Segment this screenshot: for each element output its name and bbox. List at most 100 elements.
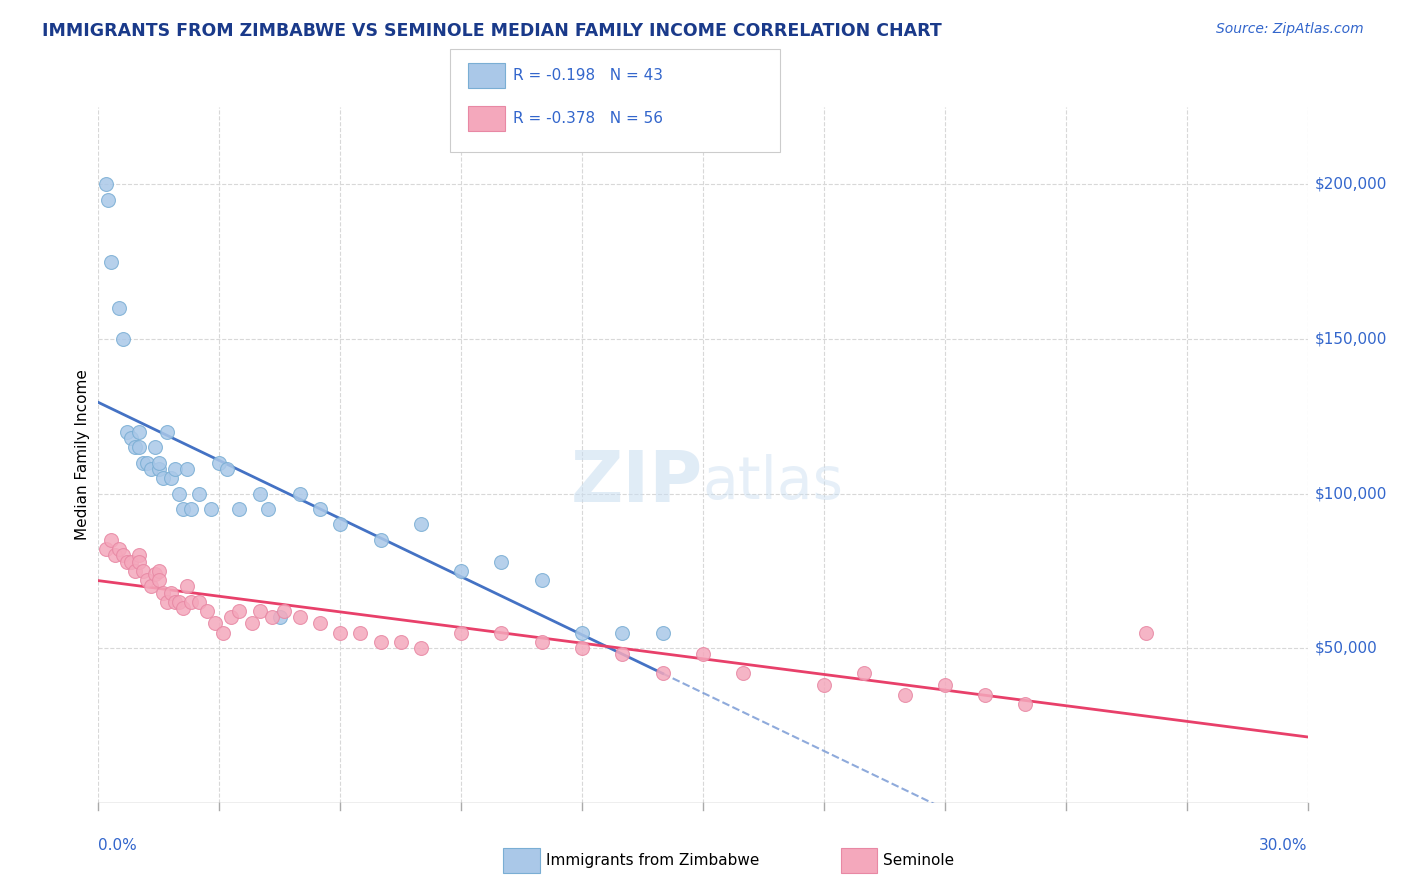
Point [309, 502, 332, 516]
Y-axis label: Median Family Income: Median Family Income [75, 369, 90, 541]
Point [188, 595, 211, 609]
Point [221, 610, 243, 624]
Point [309, 616, 332, 631]
Point [115, 425, 138, 439]
Point [160, 471, 183, 485]
Point [349, 625, 371, 640]
Point [128, 549, 150, 563]
Point [139, 462, 162, 476]
Point [111, 332, 134, 346]
Point [260, 610, 283, 624]
Point [100, 254, 122, 268]
Point [212, 625, 235, 640]
Point [128, 555, 150, 569]
Text: 30.0%: 30.0% [1260, 838, 1308, 854]
Text: R = -0.198   N = 43: R = -0.198 N = 43 [513, 69, 664, 83]
Text: $200,000: $200,000 [1315, 177, 1386, 192]
Point [156, 425, 179, 439]
Point [450, 564, 472, 578]
Point [733, 665, 755, 680]
Point [124, 564, 146, 578]
Point [180, 595, 202, 609]
Point [139, 579, 162, 593]
Point [240, 616, 263, 631]
Point [256, 502, 278, 516]
Point [143, 566, 166, 581]
Point [167, 595, 190, 609]
Point [204, 616, 226, 631]
Point [132, 564, 155, 578]
Point [96, 178, 118, 192]
Point [208, 456, 231, 470]
Point [612, 625, 634, 640]
Point [135, 573, 157, 587]
Point [491, 625, 513, 640]
Point [111, 549, 134, 563]
Point [172, 601, 194, 615]
Point [974, 688, 997, 702]
Point [97, 193, 120, 207]
Point [180, 502, 202, 516]
Point [124, 440, 146, 454]
Point [128, 440, 150, 454]
Point [288, 486, 311, 500]
Point [530, 635, 553, 649]
Point [389, 635, 412, 649]
Point [148, 573, 170, 587]
Text: Source: ZipAtlas.com: Source: ZipAtlas.com [1216, 22, 1364, 37]
Point [163, 595, 186, 609]
Point [329, 625, 352, 640]
Point [152, 471, 174, 485]
Point [651, 625, 673, 640]
Point [167, 486, 190, 500]
Text: 0.0%: 0.0% [98, 838, 138, 854]
Point [160, 585, 183, 599]
Point [409, 517, 432, 532]
Point [692, 648, 714, 662]
Point [934, 678, 956, 692]
Point [228, 604, 250, 618]
Point [273, 604, 295, 618]
Point [228, 502, 250, 516]
Point [143, 440, 166, 454]
Point [148, 564, 170, 578]
Point [172, 502, 194, 516]
Point [100, 533, 122, 547]
Point [96, 542, 118, 557]
Point [651, 665, 673, 680]
Point [249, 604, 271, 618]
Point [135, 456, 157, 470]
Text: Seminole: Seminole [883, 854, 955, 868]
Point [409, 641, 432, 656]
Point [370, 635, 392, 649]
Point [107, 542, 129, 557]
Point [188, 486, 211, 500]
Point [288, 610, 311, 624]
Point [269, 610, 291, 624]
Point [156, 595, 179, 609]
Point [128, 425, 150, 439]
Text: Immigrants from Zimbabwe: Immigrants from Zimbabwe [546, 854, 759, 868]
Point [370, 533, 392, 547]
Point [450, 625, 472, 640]
Point [200, 502, 222, 516]
Point [571, 625, 593, 640]
Point [571, 641, 593, 656]
Point [249, 486, 271, 500]
Point [217, 462, 239, 476]
Text: $150,000: $150,000 [1315, 332, 1386, 346]
Point [853, 665, 876, 680]
Text: IMMIGRANTS FROM ZIMBABWE VS SEMINOLE MEDIAN FAMILY INCOME CORRELATION CHART: IMMIGRANTS FROM ZIMBABWE VS SEMINOLE MED… [42, 22, 942, 40]
Point [107, 301, 129, 315]
Point [152, 585, 174, 599]
Point [1014, 697, 1036, 711]
Point [120, 431, 142, 445]
Point [163, 462, 186, 476]
Point [195, 604, 218, 618]
Point [491, 555, 513, 569]
Text: $50,000: $50,000 [1315, 640, 1378, 656]
Point [612, 648, 634, 662]
Point [132, 456, 155, 470]
Point [176, 462, 198, 476]
Text: R = -0.378   N = 56: R = -0.378 N = 56 [513, 112, 664, 126]
